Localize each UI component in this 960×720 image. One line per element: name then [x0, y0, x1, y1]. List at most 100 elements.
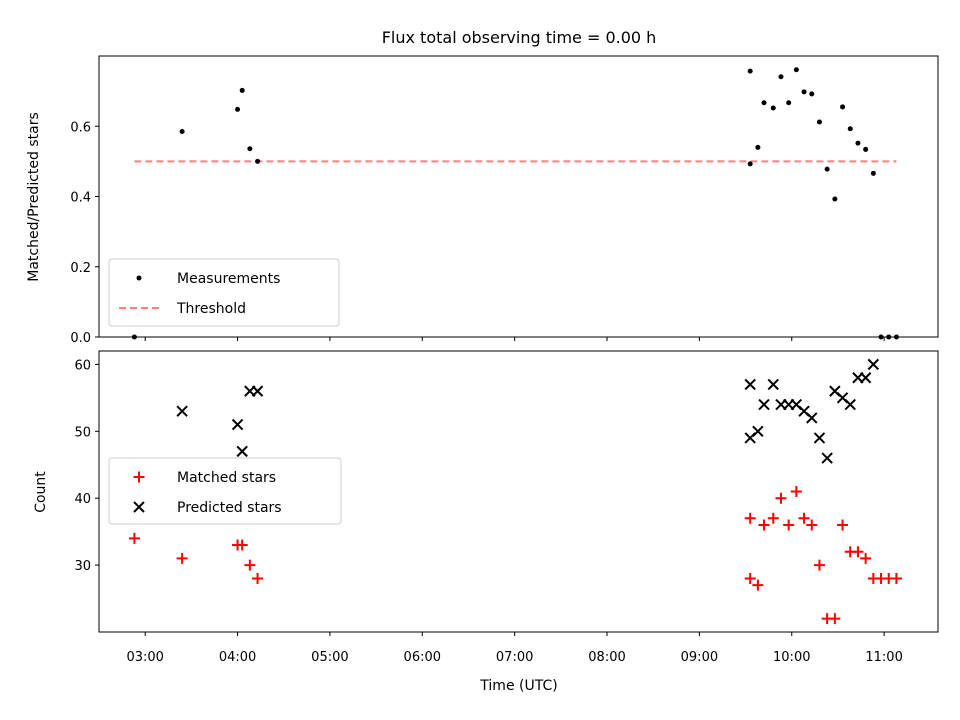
x-axis-label: Time (UTC) [479, 678, 557, 694]
measurement-point [786, 100, 792, 106]
top-legend: Measurements Threshold [108, 258, 340, 327]
legend-measurements-marker [136, 275, 142, 281]
y-tick-label: 0.0 [70, 331, 91, 346]
matched-star-point [790, 486, 802, 497]
measurement-point [870, 170, 876, 176]
bottom-marks [128, 358, 902, 625]
measurement-point [824, 166, 830, 172]
top-y-axis-label: Matched/Predicted stars [26, 112, 42, 282]
y-tick-label: 0.4 [70, 191, 91, 206]
top-axes-frame [98, 55, 939, 338]
y-tick-label: 30 [74, 559, 91, 574]
measurement-point [778, 74, 784, 80]
y-tick-label: 0.6 [70, 120, 91, 135]
matched-star-point [176, 552, 188, 564]
x-tick-label: 07:00 [496, 650, 533, 665]
measurement-point [255, 158, 261, 164]
y-tick-label: 0.2 [70, 261, 91, 276]
y-tick-label: 50 [74, 425, 91, 440]
matched-star-point [829, 613, 841, 625]
legend-predicted-label: Predicted stars [177, 500, 282, 516]
predicted-star-point [821, 452, 833, 464]
bottom-y-ticks: 30 40 50 60 [74, 358, 99, 574]
top-y-ticks: 0.0 0.2 0.4 0.6 [70, 120, 99, 346]
chart-title: Flux total observing time = 0.00 h [382, 28, 657, 47]
x-tick-label: 06:00 [404, 650, 441, 665]
predicted-star-point [176, 405, 188, 417]
x-tick-label: 09:00 [681, 650, 718, 665]
measurement-point [863, 146, 869, 152]
predicted-star-point [844, 398, 856, 411]
legend-matched-label: Matched stars [177, 470, 276, 486]
measurement-point [840, 104, 846, 110]
legend-matched-marker [133, 471, 145, 483]
matched-star-point [236, 539, 248, 551]
matched-star-point [775, 492, 787, 504]
measurement-point [239, 87, 245, 93]
predicted-star-point [231, 418, 244, 431]
matched-star-point [852, 546, 864, 558]
top-marks [131, 67, 899, 340]
matched-star-point [758, 519, 770, 531]
measurement-point [755, 144, 761, 150]
predicted-star-point [806, 412, 818, 424]
y-tick-label: 60 [74, 358, 91, 373]
predicted-star-point [813, 432, 826, 444]
measurement-point [816, 119, 822, 125]
matched-star-point [798, 512, 810, 524]
measurement-point [793, 67, 799, 73]
predicted-star-point [859, 372, 872, 384]
x-tick-label: 10:00 [773, 650, 810, 665]
matched-star-point [806, 519, 818, 531]
legend-threshold-label: Threshold [176, 301, 246, 317]
x-tick-label: 08:00 [588, 650, 625, 665]
matched-star-point [890, 572, 902, 584]
matched-star-point [860, 552, 872, 564]
matched-star-point [744, 512, 756, 524]
measurement-point [247, 146, 253, 152]
matched-star-point [783, 519, 795, 531]
legend-measurements-label: Measurements [177, 271, 280, 287]
top-legend-frame [108, 258, 340, 327]
bottom-y-axis-label: Count [33, 471, 49, 513]
predicted-star-point [752, 425, 764, 437]
measurement-point [761, 100, 767, 106]
matched-star-point [744, 572, 756, 584]
measurement-point [747, 161, 753, 167]
predicted-star-point [767, 378, 779, 391]
measurement-point [847, 126, 853, 132]
matched-star-point [128, 532, 140, 544]
matched-star-point [252, 572, 264, 584]
predicted-star-point [251, 385, 264, 397]
measurement-point [855, 140, 861, 146]
measurement-point [832, 196, 838, 202]
bottom-axes-frame [98, 350, 939, 633]
bottom-legend-frame [108, 457, 342, 525]
matched-star-point [767, 512, 779, 524]
x-tick-label: 11:00 [865, 650, 902, 665]
matched-star-point [813, 559, 825, 571]
predicted-star-point [867, 358, 880, 371]
predicted-star-point [744, 378, 756, 391]
measurement-point [801, 89, 807, 95]
top-x-ticks [144, 337, 885, 341]
measurement-point [770, 105, 776, 111]
matched-star-point [837, 519, 849, 531]
matched-star-point [752, 579, 764, 591]
matched-star-point [244, 559, 256, 571]
predicted-star-point [758, 398, 770, 411]
x-tick-label: 03:00 [126, 650, 163, 665]
x-tick-label: 04:00 [219, 650, 256, 665]
measurement-point [179, 129, 185, 135]
top-panel: 0.0 0.2 0.4 0.6 Matched/Predicted stars Mea… [26, 55, 939, 346]
legend-predicted-marker [133, 501, 145, 513]
predicted-star-point [236, 445, 248, 458]
measurement-point [235, 106, 241, 112]
bottom-x-ticks: 03:00 04:00 05:00 06:00 07:00 08:00 09:00 10:00… [126, 632, 903, 665]
measurement-point [747, 68, 753, 74]
x-tick-label: 05:00 [311, 650, 348, 665]
measurement-point [809, 91, 815, 97]
bottom-legend: Matched stars Predicted stars [108, 457, 342, 525]
